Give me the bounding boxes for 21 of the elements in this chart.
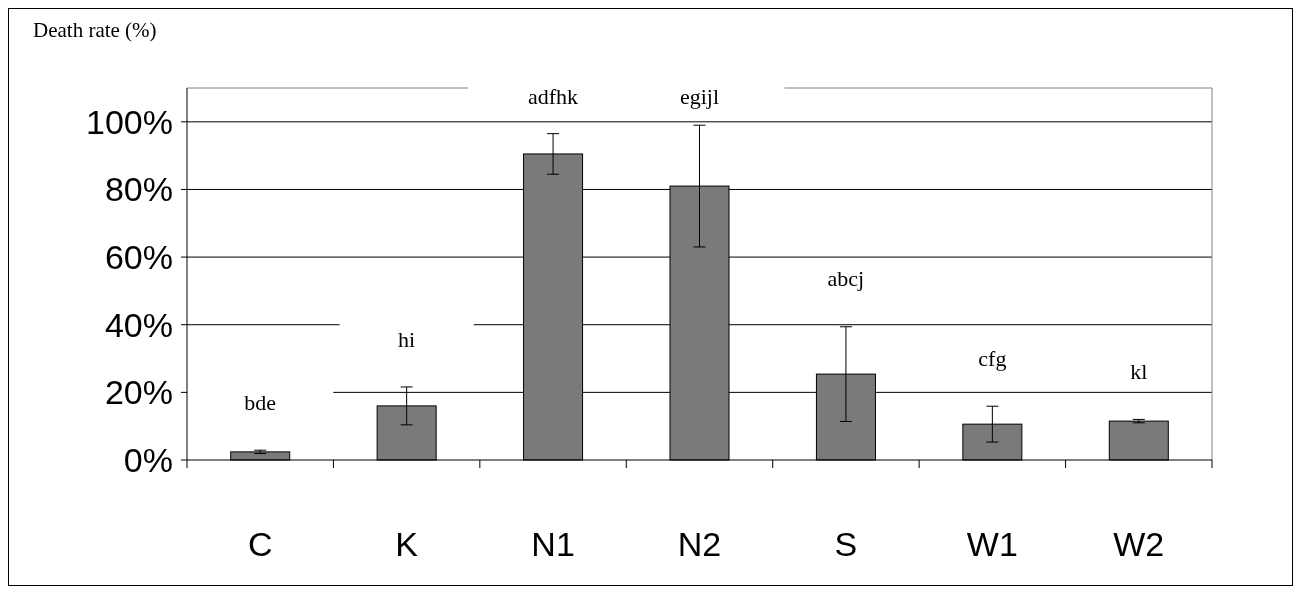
y-tick-label: 100% [86, 102, 173, 141]
y-axis-title: Death rate (%) [33, 18, 157, 42]
x-tick-label: S [834, 525, 858, 563]
x-tick-label: C [247, 525, 273, 563]
annotation: adfhk [528, 83, 579, 109]
x-tick-label: N1 [531, 525, 575, 563]
annotation: kl [1130, 359, 1148, 385]
x-tick-label: W2 [1113, 525, 1165, 563]
y-tick-label: 40% [104, 305, 173, 344]
x-tick-label: K [395, 525, 419, 563]
x-tick-label: N2 [677, 525, 722, 563]
annotation: egijl [679, 83, 720, 109]
annotation: abcj [827, 266, 865, 292]
y-tick-label: 60% [104, 237, 173, 276]
annotation: cfg [978, 345, 1007, 371]
annotation: hi [398, 326, 416, 352]
x-tick-label: W1 [966, 525, 1018, 563]
annotation: bde [244, 389, 277, 415]
y-tick-label: 20% [104, 373, 173, 412]
y-tick-label: 80% [104, 170, 173, 209]
y-tick-label: 0% [123, 440, 173, 479]
